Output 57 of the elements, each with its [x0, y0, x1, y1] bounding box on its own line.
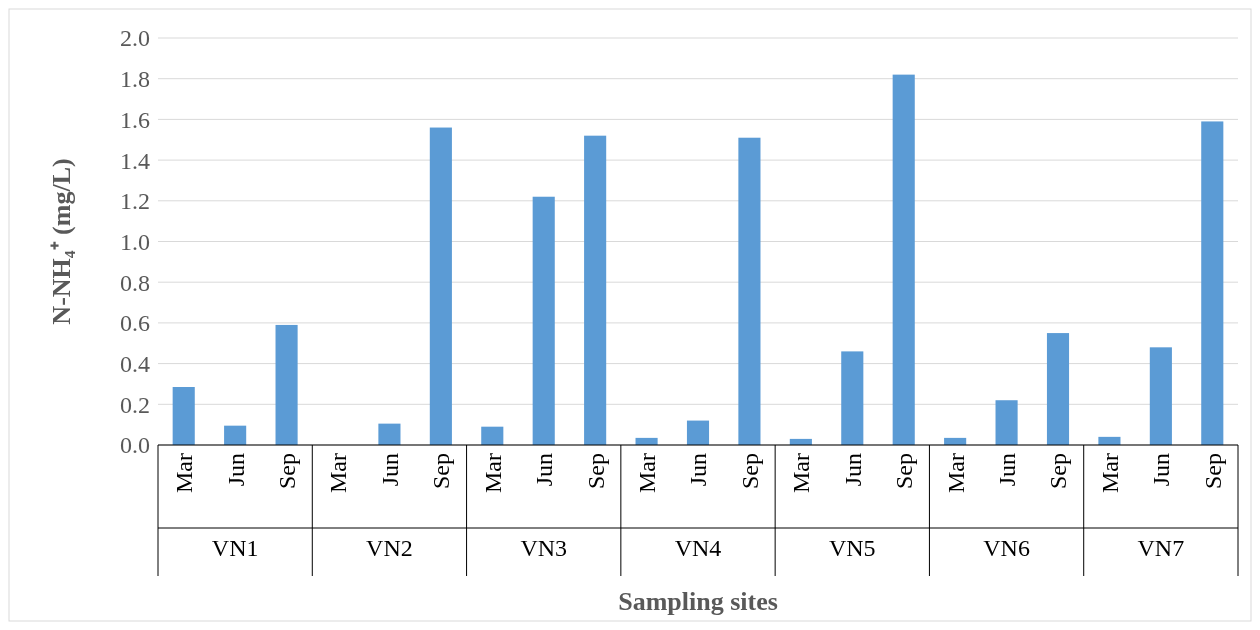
x-tick-label: Mar [171, 452, 198, 493]
bar [892, 74, 915, 445]
text: VN7 [1137, 535, 1185, 561]
text: VN6 [983, 535, 1030, 561]
x-tick-label: Jun [222, 453, 249, 487]
text: VN4 [674, 535, 722, 561]
bar [584, 135, 607, 445]
y-tick-label: 0.6 [120, 310, 150, 337]
bar [224, 425, 247, 445]
bar [532, 196, 555, 445]
bar [1201, 121, 1224, 445]
bar [686, 420, 710, 445]
x-tick-label: Jun [376, 453, 403, 487]
x-axis-title: Sampling sites [618, 587, 778, 616]
y-tick-label: 1.8 [120, 66, 150, 93]
y-tick-label: 1.2 [120, 188, 150, 215]
x-tick-label: Sep [273, 453, 300, 489]
bar [1046, 333, 1070, 445]
x-tick-label: Jun [685, 453, 712, 487]
x-tick-label: Sep [582, 453, 609, 489]
bar [481, 426, 504, 445]
x-tick-label: Jun [839, 453, 866, 487]
x-tick-label: Sep [736, 453, 763, 489]
x-tick-label: Sep [1199, 453, 1226, 489]
bar [738, 137, 761, 445]
x-tick-label: Sep [891, 453, 918, 489]
y-tick-label: 0.8 [120, 269, 150, 296]
y-tick-label: 0.4 [120, 351, 150, 377]
x-tick-label: Jun [531, 453, 558, 487]
y-tick-label: 1.4 [120, 147, 150, 174]
text: VN2 [366, 535, 413, 561]
y-tick-label: 0.0 [120, 432, 150, 459]
x-tick-label: Mar [479, 452, 506, 493]
y-tick-label: 1.0 [120, 228, 150, 255]
y-axis-title: N-NH₄⁺ (mg/L) [47, 158, 76, 325]
text: VN3 [520, 535, 568, 561]
bar [995, 400, 1018, 445]
x-tick-label: Jun [993, 453, 1020, 487]
x-tick-label: Mar [942, 452, 969, 493]
x-tick-label: Jun [1148, 453, 1175, 487]
bar [275, 324, 298, 445]
bar [841, 351, 864, 445]
x-tick-label: Sep [1045, 453, 1072, 489]
x-tick-label: Mar [325, 452, 352, 493]
x-tick-label: Mar [1096, 452, 1123, 493]
text: VN5 [828, 535, 876, 561]
x-tick-label: Mar [633, 452, 660, 493]
x-tick-label: Mar [788, 452, 815, 493]
y-tick-label: 1.6 [120, 106, 150, 133]
y-tick-label: 2.0 [120, 25, 150, 52]
x-tick-label: Sep [428, 453, 455, 489]
bar [378, 423, 401, 445]
bar [172, 387, 195, 445]
bar [429, 127, 452, 445]
y-tick-label: 0.2 [120, 391, 150, 418]
bar [1149, 347, 1172, 445]
text: VN1 [211, 535, 259, 561]
